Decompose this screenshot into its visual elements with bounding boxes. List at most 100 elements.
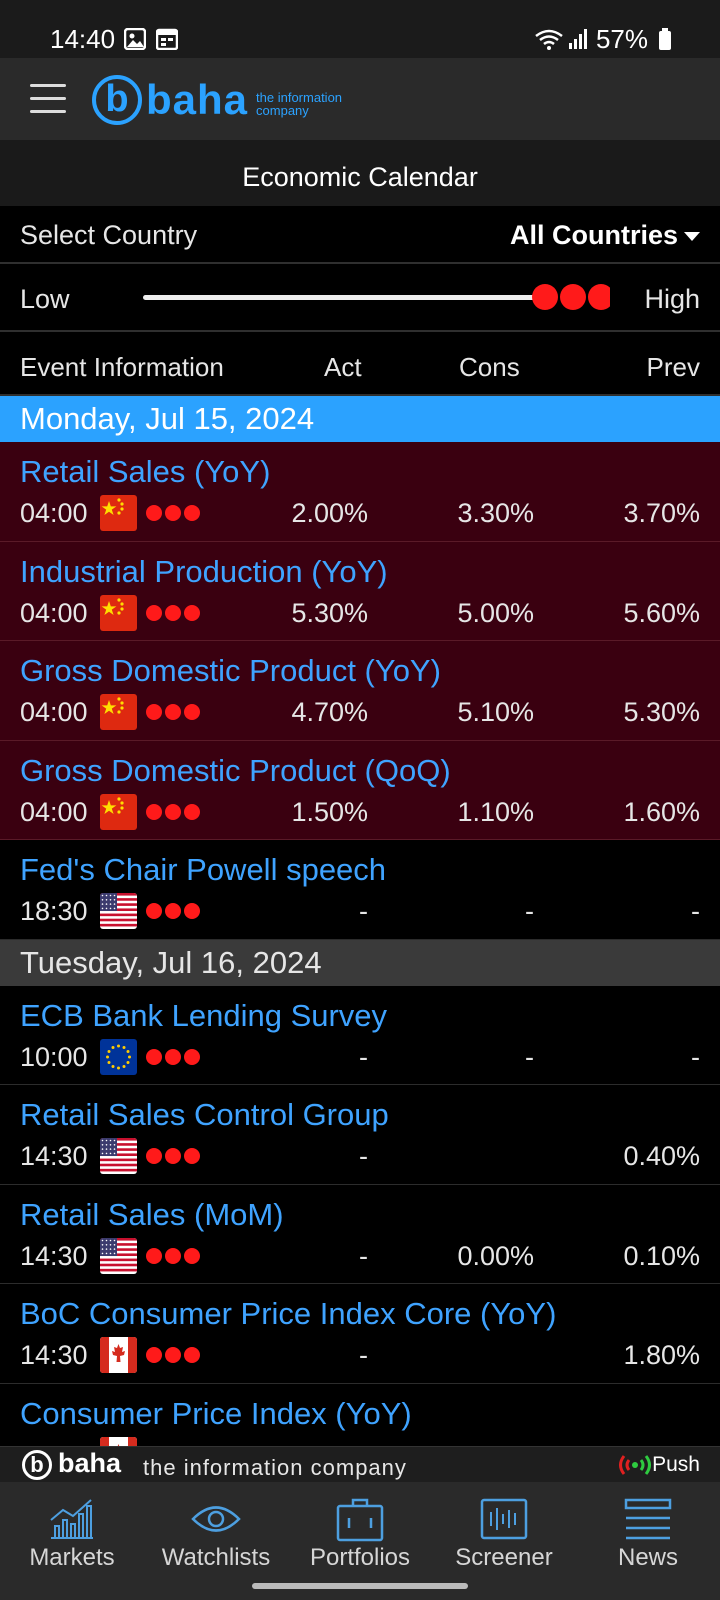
importance-filter: Low High <box>0 266 720 332</box>
event-time: 10:00 <box>20 1041 88 1072</box>
battery-percent: 57% <box>595 24 648 54</box>
usa-flag <box>100 1138 137 1174</box>
page-title: Economic Calendar <box>0 140 720 206</box>
baha-logo: b baha the information company <box>92 74 342 126</box>
event-actual: 2.00% <box>291 498 368 528</box>
event-previous: 0.10% <box>623 1240 700 1271</box>
nav-markets[interactable]: Markets <box>0 1482 144 1582</box>
importance-high-label: High <box>644 284 700 314</box>
chevron-down-icon[interactable] <box>684 232 700 241</box>
event-name[interactable]: Consumer Price Index (YoY) <box>20 1395 412 1431</box>
china-flag <box>100 793 137 830</box>
col-cons: Cons <box>459 352 520 382</box>
event-time: 04:00 <box>20 498 88 528</box>
nav-label: Markets <box>29 1544 115 1571</box>
event-name[interactable]: ECB Bank Lending Survey <box>20 997 388 1033</box>
importance-slider-handle[interactable] <box>532 284 610 310</box>
day-header: Monday, Jul 15, 2024 <box>0 396 720 442</box>
event-consensus: 5.00% <box>457 597 534 628</box>
event-time: 14:30 <box>20 1240 88 1271</box>
nav-label: News <box>617 1544 678 1571</box>
day-header: Tuesday, Jul 16, 2024 <box>0 939 720 986</box>
china-flag <box>100 694 137 730</box>
nav-screener[interactable]: Screener <box>432 1482 576 1582</box>
event-consensus: 3.30% <box>457 498 534 528</box>
event-name[interactable]: Retail Sales (MoM) <box>20 1196 284 1232</box>
nav-label: Screener <box>455 1544 553 1571</box>
event-list[interactable]: Monday, Jul 15, 2024 Retail Sales (YoY) 04… <box>0 396 720 1446</box>
event-row[interactable]: Retail Sales (YoY) 04:00 2.00% 3.30% 3.70% <box>0 442 720 542</box>
usa-flag <box>100 1237 137 1274</box>
event-previous: 5.30% <box>623 697 700 727</box>
app-header: b baha the information company <box>0 58 720 140</box>
eu-flag <box>100 1038 137 1075</box>
event-actual: - <box>359 896 368 926</box>
event-row[interactable]: Gross Domestic Product (YoY) 04:00 4.70% 5.… <box>0 641 720 741</box>
event-previous: 3.70% <box>623 498 700 528</box>
event-name[interactable]: Gross Domestic Product (QoQ) <box>20 752 451 788</box>
event-actual: - <box>359 1141 368 1171</box>
bottom-nav: Markets Watchlists Portfolios Screener N… <box>0 1482 720 1600</box>
canada-flag <box>100 1337 137 1373</box>
event-actual: 1.50% <box>291 796 368 827</box>
importance-low-label: Low <box>20 284 70 314</box>
footer-wordmark: baha <box>58 1448 122 1478</box>
canada-flag <box>100 1436 137 1446</box>
importance-dots-icon <box>146 1048 206 1065</box>
nav-portfolios[interactable]: Portfolios <box>288 1482 432 1582</box>
country-selector[interactable]: Select Country All Countries <box>0 206 720 264</box>
footer-tagline: the information company <box>143 1455 407 1480</box>
logo-tagline: the information company <box>256 90 343 118</box>
importance-dots-icon <box>146 604 206 621</box>
importance-dots-icon <box>146 505 206 521</box>
nav-news[interactable]: News <box>576 1482 720 1582</box>
logo-mark: b <box>92 75 142 125</box>
event-consensus: - <box>525 1041 534 1072</box>
briefcase-icon <box>336 1498 384 1542</box>
eye-icon <box>191 1506 241 1532</box>
china-flag <box>100 594 137 631</box>
event-time: 04:00 <box>20 796 88 827</box>
importance-slider-track[interactable] <box>143 295 543 300</box>
column-header: Event Information Act Cons Prev <box>0 334 720 396</box>
col-prev: Prev <box>646 352 700 382</box>
nav-watchlists[interactable]: Watchlists <box>144 1482 288 1582</box>
event-name[interactable]: Retail Sales (YoY) <box>20 454 271 489</box>
col-act: Act <box>324 352 362 382</box>
event-row[interactable]: BoC Consumer Price Index Core (YoY) 14:30… <box>0 1284 720 1384</box>
nav-label: Portfolios <box>309 1544 411 1571</box>
event-previous: 5.60% <box>623 597 700 628</box>
event-actual: - <box>359 1340 368 1370</box>
event-time: 04:00 <box>20 597 88 628</box>
event-name[interactable]: BoC Consumer Price Index Core (YoY) <box>20 1296 557 1331</box>
chart-icon <box>50 1499 93 1539</box>
event-time: 18:30 <box>20 896 88 926</box>
event-row[interactable]: ECB Bank Lending Survey 10:00 - - - <box>0 985 720 1085</box>
importance-dots-icon <box>146 1347 206 1363</box>
event-row[interactable]: Industrial Production (YoY) 04:00 5.30% 5.0… <box>0 541 720 641</box>
home-indicator[interactable] <box>252 1583 468 1589</box>
event-previous: 0.40% <box>623 1141 700 1171</box>
news-icon <box>624 1498 672 1540</box>
usa-flag <box>100 893 137 929</box>
col-event: Event Information <box>20 352 224 382</box>
event-row[interactable]: Fed's Chair Powell speech 18:30 - - - <box>0 840 720 940</box>
event-row[interactable]: Retail Sales (MoM) 14:30 - 0.00% 0.10% <box>0 1184 720 1284</box>
event-name[interactable]: Industrial Production (YoY) <box>20 553 388 589</box>
country-selector-value[interactable]: All Countries <box>509 220 678 250</box>
screener-icon <box>480 1498 528 1540</box>
event-row[interactable]: Retail Sales Control Group 14:30 - 0.40% <box>0 1085 720 1185</box>
push-label[interactable]: Push <box>652 1453 700 1476</box>
event-actual: 4.70% <box>291 697 368 727</box>
event-row[interactable]: Gross Domestic Product (QoQ) 04:00 1.50% 1.… <box>0 740 720 840</box>
event-row[interactable]: Consumer Price Index (YoY) <box>0 1383 720 1446</box>
menu-icon[interactable] <box>30 84 66 114</box>
event-name[interactable]: Fed's Chair Powell speech <box>20 852 387 887</box>
gallery-icon <box>124 28 146 50</box>
calendar-icon <box>156 28 178 50</box>
event-name[interactable]: Gross Domestic Product (YoY) <box>20 653 441 688</box>
event-name[interactable]: Retail Sales Control Group <box>20 1097 389 1132</box>
event-time: 04:00 <box>20 697 88 727</box>
event-time: 14:30 <box>20 1340 88 1370</box>
push-signal-icon[interactable] <box>616 1453 654 1477</box>
